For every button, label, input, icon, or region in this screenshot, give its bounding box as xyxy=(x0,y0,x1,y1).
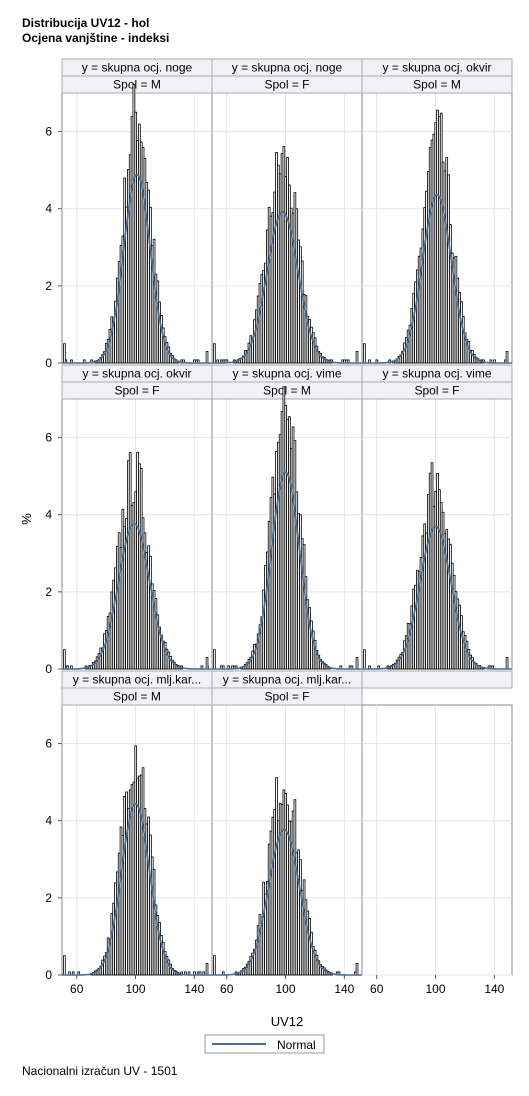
histogram-bar xyxy=(505,351,509,364)
chart-title-line-2: Ocjena vanjštine - indeksi xyxy=(22,31,170,45)
panel-frame xyxy=(361,704,513,976)
y-axis-label: % xyxy=(19,513,34,525)
y-tick-label: 0 xyxy=(45,662,52,676)
x-tick-label: 100 xyxy=(126,982,146,996)
histogram-bar xyxy=(505,657,509,670)
panel-header-1: y = skupna ocj. mlj.kar... xyxy=(73,673,201,687)
panel-header-1: y = skupna ocj. noge xyxy=(232,61,343,75)
x-tick-label: 100 xyxy=(426,982,446,996)
x-tick-label: 140 xyxy=(334,982,354,996)
histogram-bar xyxy=(355,963,359,976)
panel-header-2: Spol = F xyxy=(114,384,159,398)
panel-header-2: Spol = M xyxy=(413,78,461,92)
histogram-bar xyxy=(355,351,359,364)
panel-1: y = skupna ocj. noge Spol = M 0 2 4 6 xyxy=(45,58,213,370)
y-tick-label: 0 xyxy=(45,356,52,370)
y-tick-label: 2 xyxy=(45,585,52,599)
y-tick-label: 2 xyxy=(45,279,52,293)
legend-label-normal: Normal xyxy=(277,1038,316,1052)
y-tick-label: 2 xyxy=(45,891,52,905)
panel-header-1: y = skupna ocj. vime xyxy=(382,367,491,381)
histogram-bar xyxy=(63,955,66,976)
panel-header-2: Spol = M xyxy=(113,78,161,92)
histogram-bar xyxy=(205,351,209,364)
panel-2: y = skupna ocj. noge Spol = F xyxy=(211,58,363,364)
normal-curve xyxy=(362,525,512,670)
panel-header-2-box xyxy=(361,75,513,94)
y-tick-label: 6 xyxy=(45,125,52,139)
panel-header-2: Spol = F xyxy=(264,690,309,704)
panel-header-2: Spol = M xyxy=(263,384,311,398)
x-tick-label: 140 xyxy=(184,982,204,996)
panel-7: y = skupna ocj. mlj.kar... Spol = M 0 2 4 6 xyxy=(45,670,213,982)
y-tick-label: 4 xyxy=(45,508,52,522)
histogram-bar xyxy=(205,657,209,670)
panel-header-2-box xyxy=(361,381,513,400)
panel-4: y = skupna ocj. okvir Spol = F 0 2 4 6 xyxy=(45,364,213,676)
x-axis-label: UV12 xyxy=(271,1014,304,1029)
panel-header-1: y = skupna ocj. okvir xyxy=(82,367,191,381)
normal-curve xyxy=(362,193,512,364)
panel-header-2: Spol = M xyxy=(113,690,161,704)
panel-header-2-box xyxy=(211,687,363,706)
normal-curve xyxy=(212,210,362,364)
normal-curve xyxy=(62,802,212,976)
histogram-bar xyxy=(63,343,66,364)
x-tick-label: 140 xyxy=(484,982,504,996)
histogram-bar xyxy=(213,343,216,364)
normal-curve xyxy=(212,471,362,670)
legend: Normal xyxy=(204,1034,325,1054)
histogram-bar xyxy=(213,955,216,976)
y-tick-label: 6 xyxy=(45,737,52,751)
chart-title-line-1: Distribucija UV12 - hol xyxy=(22,16,150,30)
y-tick-label: 0 xyxy=(45,968,52,982)
normal-curve xyxy=(62,522,212,670)
panel-6: y = skupna ocj. vime Spol = F xyxy=(361,364,513,670)
histogram-bar xyxy=(63,649,66,670)
footer-note: Nacionalni izračun UV - 1501 xyxy=(22,1064,178,1078)
x-tick-label: 60 xyxy=(220,982,234,996)
empty-header xyxy=(361,670,513,689)
panel-header-1: y = skupna ocj. noge xyxy=(82,61,193,75)
histogram-bar xyxy=(205,963,209,976)
panel-9 xyxy=(361,670,513,976)
y-tick-label: 6 xyxy=(45,431,52,445)
panel-header-2: Spol = F xyxy=(264,78,309,92)
histogram-bar xyxy=(213,649,216,670)
panel-header-1: y = skupna ocj. vime xyxy=(232,367,341,381)
panel-8: y = skupna ocj. mlj.kar... Spol = F xyxy=(211,670,363,976)
normal-curve xyxy=(62,173,212,364)
x-tick-label: 100 xyxy=(276,982,296,996)
panel-header-1: y = skupna ocj. mlj.kar... xyxy=(223,673,351,687)
histogram-bar xyxy=(363,343,366,364)
panel-3: y = skupna ocj. okvir Spol = M xyxy=(361,58,513,364)
histogram-bar xyxy=(355,657,359,670)
x-tick-label: 60 xyxy=(370,982,384,996)
panel-header-1: y = skupna ocj. okvir xyxy=(382,61,491,75)
panel-header-2: Spol = F xyxy=(414,384,459,398)
normal-curve xyxy=(212,828,362,976)
panel-5: y = skupna ocj. vime Spol = M xyxy=(211,364,363,670)
x-tick-label: 60 xyxy=(70,982,84,996)
y-tick-label: 4 xyxy=(45,814,52,828)
histogram-bar xyxy=(363,649,366,670)
y-tick-label: 4 xyxy=(45,202,52,216)
